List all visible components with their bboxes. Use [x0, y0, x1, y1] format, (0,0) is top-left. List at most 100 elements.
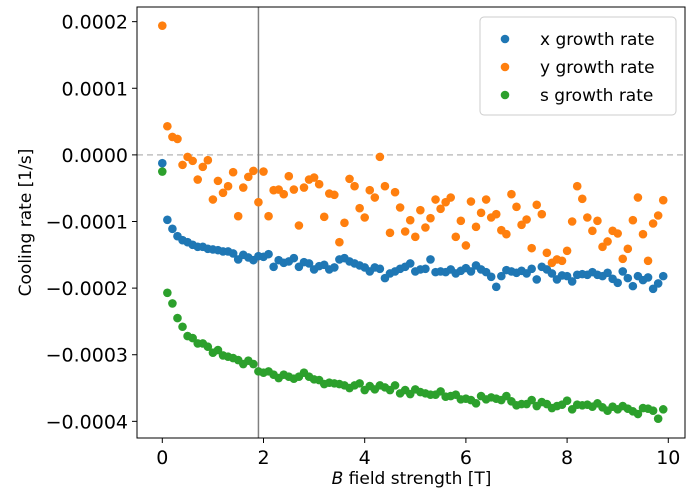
series-2	[157, 167, 668, 423]
data-point	[517, 220, 526, 230]
data-point	[157, 158, 167, 168]
data-point	[562, 246, 572, 256]
data-point	[249, 359, 258, 369]
data-point	[451, 232, 461, 242]
data-point	[405, 215, 415, 225]
data-point	[648, 219, 658, 228]
data-point	[567, 277, 577, 286]
data-point	[658, 195, 668, 205]
data-point	[410, 232, 420, 242]
data-point	[481, 195, 491, 204]
data-point	[400, 227, 410, 236]
data-point	[178, 160, 187, 170]
data-point	[603, 237, 612, 246]
data-point	[522, 215, 531, 224]
data-point	[613, 229, 622, 238]
data-point	[188, 333, 197, 343]
data-point	[168, 299, 177, 308]
legend-marker	[500, 62, 510, 72]
data-point	[426, 255, 435, 264]
data-point	[643, 256, 653, 266]
data-point	[259, 167, 268, 176]
data-point	[461, 241, 471, 250]
data-point	[486, 272, 496, 282]
reference-lines	[137, 7, 686, 438]
data-point	[370, 193, 380, 202]
data-point	[218, 188, 228, 198]
data-point	[562, 271, 572, 281]
data-point	[208, 195, 218, 204]
y-tick-label: 0.0001	[62, 78, 128, 100]
data-point	[355, 203, 364, 213]
data-point	[238, 183, 248, 192]
data-point	[249, 166, 258, 176]
data-point	[157, 167, 167, 176]
data-point	[618, 267, 628, 276]
data-point	[163, 288, 172, 298]
data-point	[385, 228, 395, 238]
data-point	[648, 406, 658, 415]
data-point	[345, 174, 354, 184]
data-point	[319, 212, 329, 222]
x-axis-label-symbol: B	[332, 469, 344, 489]
data-point	[360, 213, 369, 222]
data-point	[466, 197, 476, 206]
data-point	[577, 194, 587, 204]
data-point	[603, 268, 612, 278]
data-point	[355, 379, 364, 388]
data-point	[431, 195, 440, 204]
legend-marker	[500, 34, 510, 44]
data-point	[476, 208, 486, 218]
data-point	[658, 405, 668, 414]
data-point	[648, 284, 658, 294]
data-point	[289, 185, 299, 194]
data-point	[375, 152, 385, 162]
data-point	[350, 181, 359, 191]
data-point	[613, 278, 622, 288]
data-point	[314, 179, 324, 189]
data-point	[213, 176, 223, 186]
data-point	[623, 273, 633, 283]
x-axis-label-text: field strength [T]	[343, 469, 491, 489]
data-point	[188, 156, 197, 166]
data-point	[572, 181, 582, 191]
data-point	[421, 264, 430, 274]
data-point	[628, 281, 638, 291]
series-1	[157, 21, 668, 268]
x-tick-label: 4	[359, 447, 371, 469]
legend-label: x growth rate	[540, 30, 655, 50]
x-tick-label: 2	[257, 447, 269, 469]
data-point	[233, 211, 243, 221]
data-point	[502, 229, 511, 239]
data-point	[507, 189, 516, 199]
data-point	[628, 215, 638, 225]
data-point	[542, 248, 552, 258]
data-points	[157, 21, 668, 423]
data-point	[537, 209, 547, 219]
data-point	[335, 237, 344, 247]
data-point	[279, 189, 289, 199]
data-point	[203, 155, 213, 165]
series-0	[157, 158, 668, 294]
y-axis-ticks: 0.0002 0.0001 0.0000 −0.0001 −0.0002 −0.0003 −…	[46, 12, 137, 433]
data-point	[653, 211, 663, 220]
y-tick-label: 0.0002	[62, 12, 128, 34]
data-point	[653, 414, 663, 423]
y-tick-label: 0.0000	[62, 145, 128, 167]
x-tick-label: 6	[460, 447, 472, 469]
data-point	[456, 216, 466, 226]
data-point	[527, 395, 536, 405]
data-point	[264, 249, 273, 259]
data-point	[436, 387, 445, 396]
x-axis-ticks: 0 2 4 6 8 10	[156, 438, 680, 469]
data-point	[527, 243, 536, 253]
data-point	[532, 200, 542, 210]
data-point	[446, 193, 456, 202]
data-point	[643, 273, 653, 282]
data-point	[289, 253, 299, 263]
data-point	[532, 275, 542, 284]
data-point	[198, 162, 208, 172]
data-point	[491, 282, 501, 292]
data-point	[299, 183, 309, 192]
